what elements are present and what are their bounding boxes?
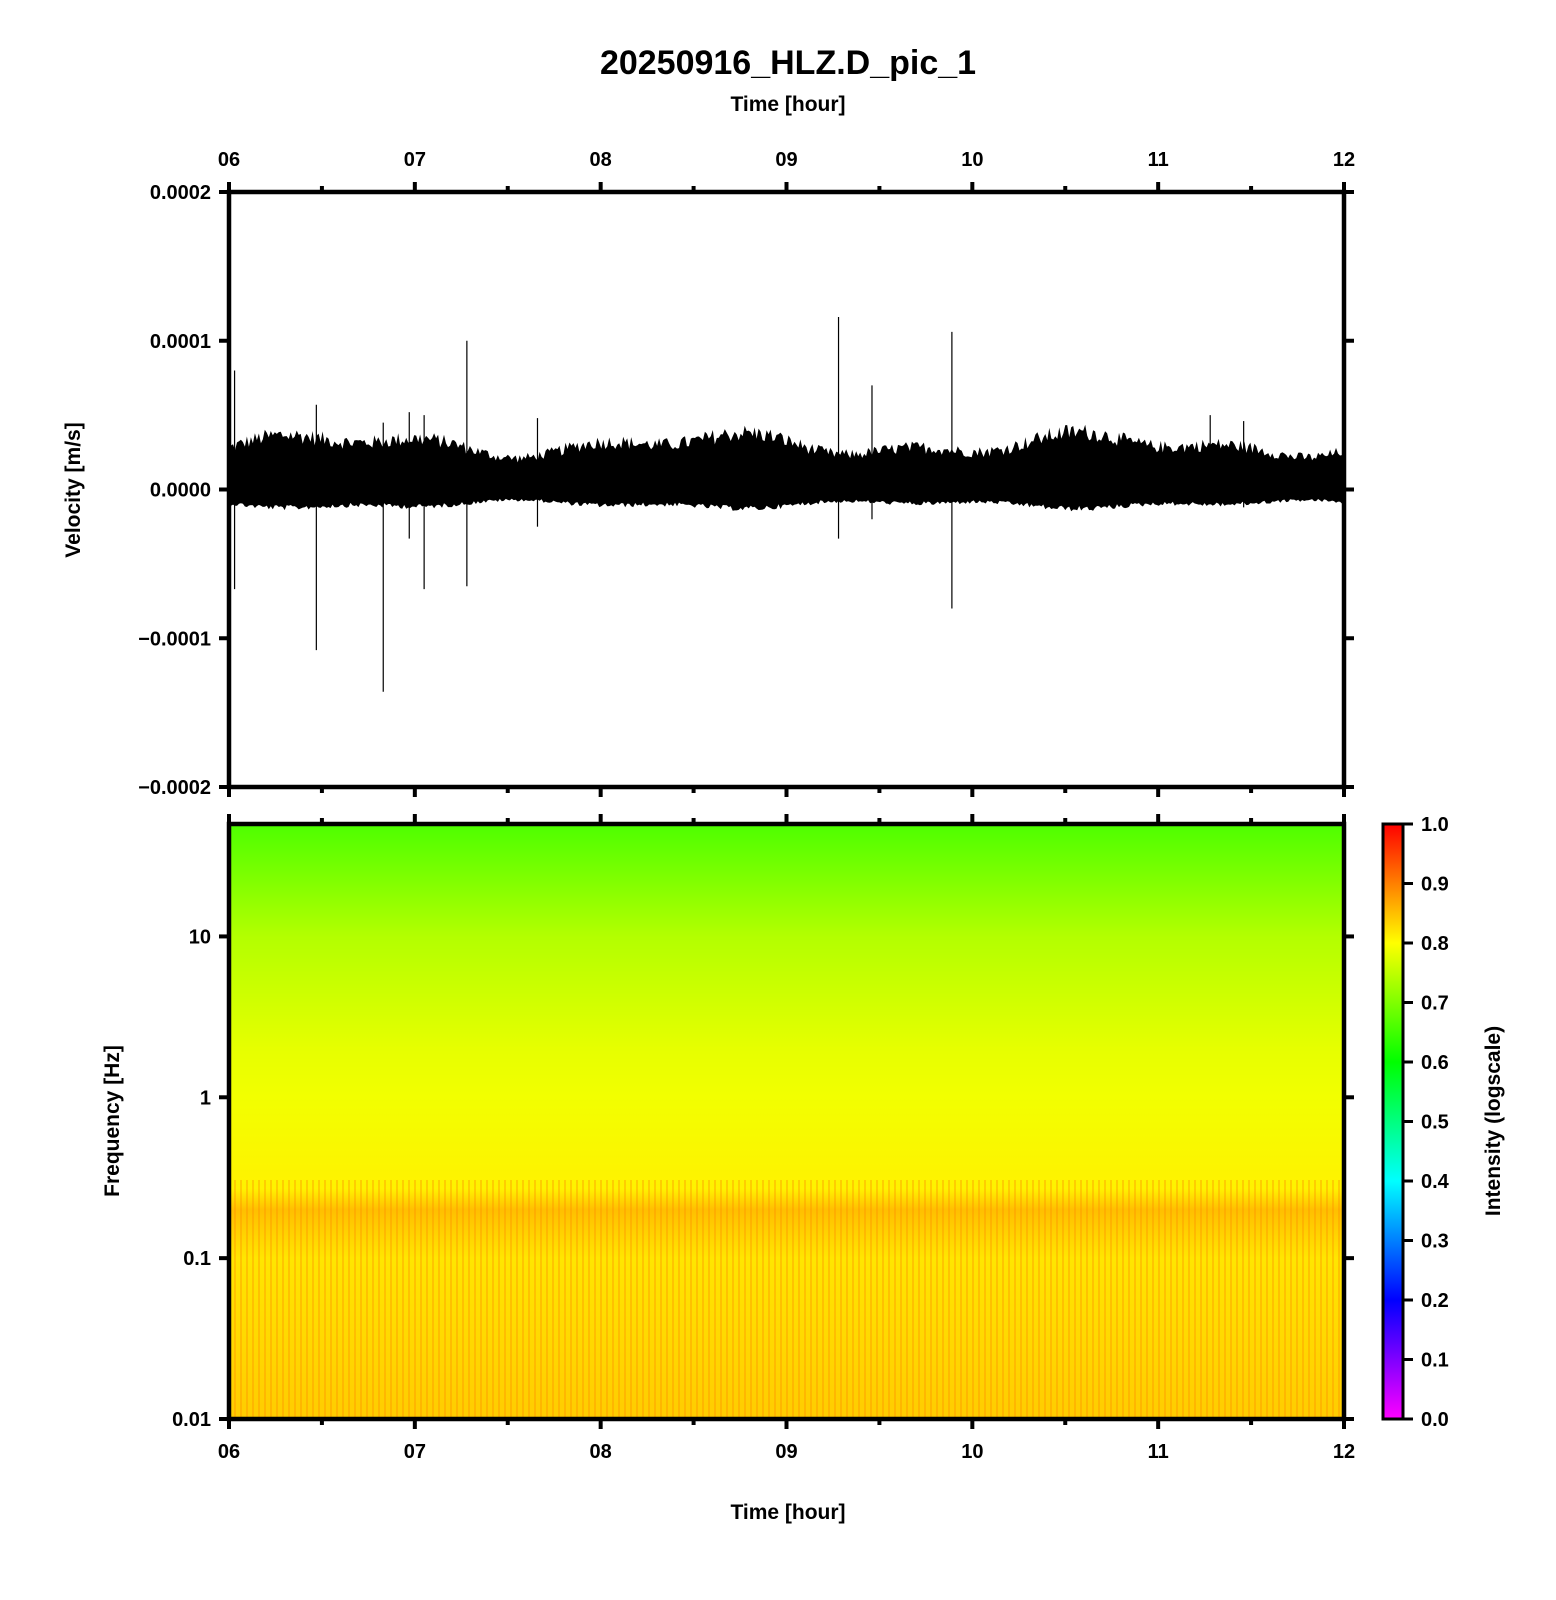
colorbar-tick-label: 0.0 bbox=[1421, 1409, 1449, 1431]
colorbar-tick-label: 0.3 bbox=[1421, 1231, 1449, 1253]
top-x-axis-label: Time [hour] bbox=[730, 93, 845, 116]
colorbar-ticks: 0.0 0.1 0.2 0.3 0.4 0.5 0.6 0.7 0.8 0.9 1.0 bbox=[1403, 814, 1450, 1431]
colorbar-tick-label: 0.5 bbox=[1421, 1112, 1449, 1134]
spectrogram-ticks bbox=[219, 814, 1354, 1429]
top-x-tick-label: 10 bbox=[961, 149, 983, 171]
bottom-x-tick-label: 08 bbox=[590, 1441, 612, 1463]
velocity-y-tick-label: −0.0001 bbox=[138, 628, 211, 650]
frequency-y-tick-labels: 0.01 0.1 1 10 bbox=[172, 926, 211, 1431]
colorbar-tick-label: 0.4 bbox=[1421, 1171, 1450, 1193]
velocity-waveform-envelope bbox=[229, 424, 1344, 512]
chart-title: 20250916_HLZ.D_pic_1 bbox=[600, 44, 976, 82]
frequency-y-tick-label: 0.01 bbox=[172, 1409, 211, 1431]
velocity-y-tick-label: 0.0000 bbox=[150, 480, 211, 502]
spectrogram-low-frequency-striping bbox=[229, 1180, 1344, 1419]
colorbar-tick-label: 0.2 bbox=[1421, 1290, 1449, 1312]
frequency-y-tick-label: 1 bbox=[200, 1087, 211, 1109]
frequency-y-tick-label: 0.1 bbox=[183, 1248, 211, 1270]
colorbar-tick-label: 0.6 bbox=[1421, 1052, 1449, 1074]
velocity-plot-ticks bbox=[219, 182, 1354, 797]
colorbar-label: Intensity (logscale) bbox=[1482, 1026, 1505, 1216]
top-x-tick-labels: 06 07 08 09 10 11 12 bbox=[218, 149, 1355, 171]
velocity-y-tick-label: 0.0001 bbox=[150, 331, 211, 353]
frequency-y-tick-label: 10 bbox=[189, 926, 211, 948]
colorbar-tick-label: 0.7 bbox=[1421, 993, 1449, 1015]
colorbar-tick-label: 0.9 bbox=[1421, 874, 1449, 896]
velocity-spikes bbox=[233, 316, 1245, 692]
colorbar-tick-label: 1.0 bbox=[1421, 814, 1449, 836]
bottom-x-tick-label: 07 bbox=[404, 1441, 426, 1463]
velocity-y-tick-label: −0.0002 bbox=[138, 777, 211, 799]
colorbar bbox=[1381, 822, 1405, 1421]
top-x-tick-label: 09 bbox=[775, 149, 797, 171]
top-x-tick-label: 06 bbox=[218, 149, 240, 171]
velocity-axis-label: Velocity [m/s] bbox=[62, 422, 85, 557]
velocity-noise-band bbox=[229, 424, 1344, 512]
bottom-x-tick-labels: 06 07 08 09 10 11 12 bbox=[218, 1441, 1355, 1463]
velocity-y-tick-label: 0.0002 bbox=[150, 182, 211, 204]
bottom-x-axis-label: Time [hour] bbox=[730, 1501, 845, 1524]
bottom-x-tick-label: 10 bbox=[961, 1441, 983, 1463]
bottom-x-tick-label: 11 bbox=[1148, 1441, 1169, 1463]
top-x-tick-label: 11 bbox=[1148, 149, 1169, 171]
top-x-tick-label: 08 bbox=[590, 149, 612, 171]
colorbar-tick-label: 0.1 bbox=[1421, 1350, 1449, 1372]
bottom-x-tick-label: 09 bbox=[775, 1441, 797, 1463]
bottom-x-tick-label: 12 bbox=[1333, 1441, 1355, 1463]
frequency-axis-label: Frequency [Hz] bbox=[101, 1045, 124, 1197]
velocity-y-tick-labels: 0.0002 0.0001 0.0000 −0.0001 −0.0002 bbox=[138, 182, 211, 799]
top-x-tick-label: 12 bbox=[1333, 149, 1355, 171]
top-x-tick-label: 07 bbox=[404, 149, 426, 171]
colorbar-tick-label: 0.8 bbox=[1421, 933, 1449, 955]
bottom-x-tick-label: 06 bbox=[218, 1441, 240, 1463]
